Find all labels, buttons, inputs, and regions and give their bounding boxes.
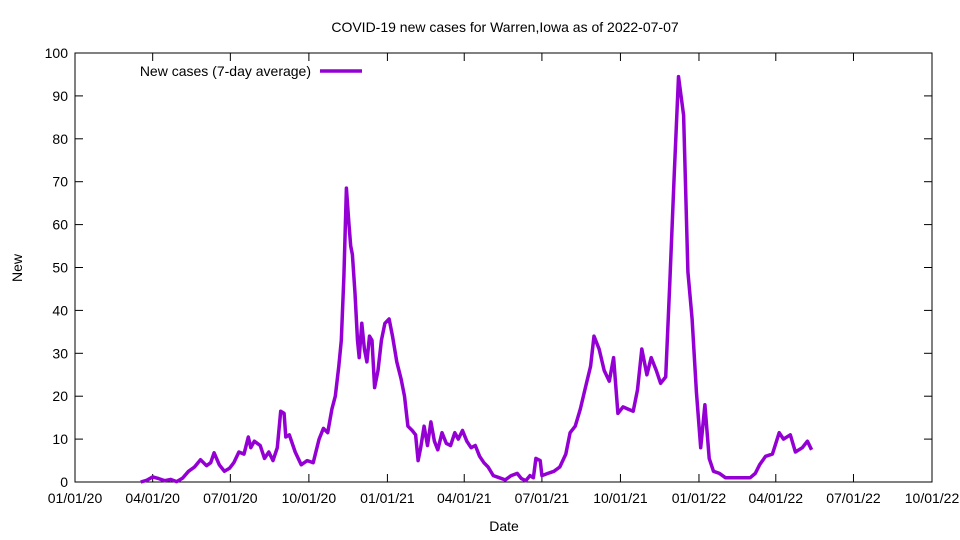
y-tick-label: 0 xyxy=(60,474,68,490)
legend-label: New cases (7-day average) xyxy=(140,63,311,79)
series-line-new-cases xyxy=(140,74,814,484)
y-tick-label: 30 xyxy=(52,345,68,361)
x-tick-label: 01/01/21 xyxy=(360,490,415,506)
y-tick-label: 60 xyxy=(52,217,68,233)
y-tick-label: 40 xyxy=(52,302,68,318)
x-tick-label: 07/01/22 xyxy=(826,490,881,506)
y-tick-label: 50 xyxy=(52,260,68,276)
x-tick-label: 04/01/20 xyxy=(125,490,180,506)
x-axis-label: Date xyxy=(489,518,519,534)
x-tick-label: 04/01/22 xyxy=(749,490,804,506)
x-tick-label: 01/01/22 xyxy=(672,490,727,506)
x-tick-label: 10/01/22 xyxy=(905,490,960,506)
x-tick-label: 10/01/21 xyxy=(593,490,648,506)
y-tick-label: 20 xyxy=(52,388,68,404)
x-tick-label: 04/01/21 xyxy=(437,490,492,506)
x-tick-label: 07/01/21 xyxy=(515,490,570,506)
x-tick-label: 01/01/20 xyxy=(48,490,103,506)
x-tick-label: 07/01/20 xyxy=(203,490,258,506)
y-axis: 0 10 20 30 40 50 60 70 80 90 100 xyxy=(45,45,932,490)
y-tick-label: 90 xyxy=(52,88,68,104)
x-tick-label: 10/01/20 xyxy=(282,490,337,506)
chart-title: COVID-19 new cases for Warren,Iowa as of… xyxy=(331,19,679,35)
legend: New cases (7-day average) xyxy=(140,63,362,79)
x-axis: 01/01/20 04/01/20 07/01/20 10/01/20 01/01/21… xyxy=(48,53,960,506)
y-axis-label: New xyxy=(9,253,25,282)
y-tick-label: 70 xyxy=(52,174,68,190)
y-tick-label: 100 xyxy=(45,45,69,61)
y-tick-label: 10 xyxy=(52,431,68,447)
y-tick-label: 80 xyxy=(52,131,68,147)
plot-frame xyxy=(74,52,933,483)
